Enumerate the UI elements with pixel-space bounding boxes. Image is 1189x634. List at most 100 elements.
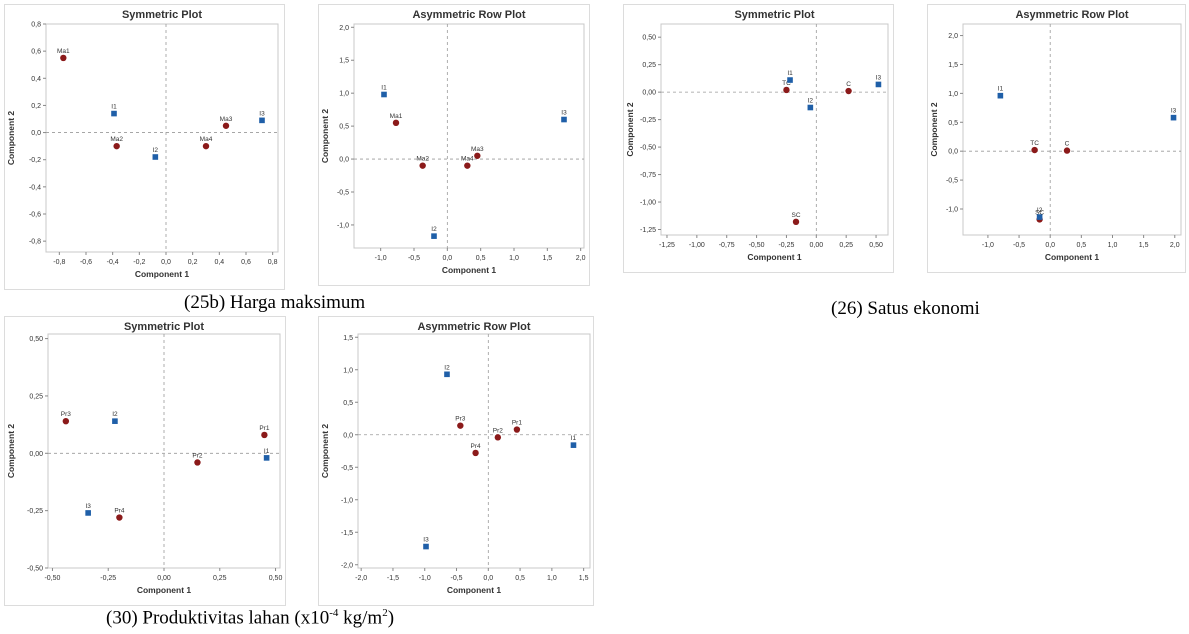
row-point-Pr1: [261, 431, 268, 439]
x-tick-label: -0,8: [53, 259, 65, 266]
chart-30-asymmetric: Asymmetric Row Plot -2,0 -1,5 -1,0 -0,5 0,0 0,…: [318, 316, 594, 606]
chart-panel-26-symmetric: Symmetric Plot -1,25 -1,00 -0,75 -0,50 -0,25 0…: [623, 4, 894, 273]
point-label: Ma2: [110, 136, 123, 143]
point-label: I1: [111, 104, 117, 111]
y-tick-label: -1,0: [946, 206, 958, 213]
row-point-Ma4: [202, 142, 210, 150]
y-tick-label: 2,0: [948, 33, 958, 40]
row-point-Pr2: [494, 434, 502, 441]
y-tick-label: 0,5: [339, 124, 349, 131]
point-label: Pr3: [61, 411, 72, 418]
point-label: Pr2: [192, 452, 203, 459]
x-tick-label: 0,5: [515, 575, 525, 582]
column-point-I3: [875, 81, 882, 88]
x-tick-label: 1,0: [1108, 242, 1118, 249]
y-tick-label: 0,0: [31, 130, 41, 137]
row-point-Pr2: [194, 459, 201, 466]
y-tick-label: 0,0: [948, 149, 958, 156]
column-point-I1: [263, 455, 270, 461]
column-point-I3: [85, 510, 91, 516]
x-tick-label: -1,0: [419, 575, 431, 582]
y-tick-label: -0,50: [27, 566, 43, 573]
y-tick-label: 0,5: [343, 400, 353, 407]
y-tick-label: 0,4: [31, 76, 41, 83]
column-point-I3: [561, 116, 567, 123]
point-label: Ma1: [57, 48, 70, 55]
chart-panel-25b-asymmetric: Asymmetric Row Plot -1,0 -0,5 0,0 0,5 1,0 1,5 2…: [318, 4, 590, 286]
column-point-I2: [444, 371, 450, 378]
column-point-I1: [997, 92, 1004, 99]
chart-26-asymmetric: Asymmetric Row Plot -1,0 -0,5 0,0 0,5 1,0 1,5 2…: [927, 4, 1186, 273]
y-tick-label: -1,25: [640, 227, 656, 234]
chart-title: Symmetric Plot: [124, 321, 204, 333]
column-point-I2: [112, 418, 118, 424]
x-tick-label: -1,0: [982, 242, 994, 249]
column-point-I1: [111, 110, 117, 117]
row-point-Ma1: [60, 54, 67, 62]
point-label: I1: [571, 435, 577, 442]
y-tick-label: 0,2: [31, 103, 41, 110]
x-tick-label: -1,25: [659, 242, 675, 249]
chart-title: Asymmetric Row Plot: [1015, 9, 1128, 21]
y-tick-label: -0,5: [337, 190, 349, 197]
point-label: I3: [423, 537, 429, 544]
y-tick-label: -0,6: [29, 212, 41, 219]
caption-26: (26) Satus ekonomi: [831, 298, 980, 319]
chart-panel-30-asymmetric: Asymmetric Row Plot -2,0 -1,5 -1,0 -0,5 0,0 0,…: [318, 316, 594, 606]
point-label: Pr4: [471, 443, 482, 450]
caption-30-title: Produktivitas lahan: [142, 607, 290, 629]
x-tick-label: -0,50: [749, 242, 765, 249]
caption-30-number: (30): [106, 607, 143, 629]
point-label: I2: [153, 147, 159, 154]
caption-30-exponent: -4: [329, 607, 339, 619]
y-tick-label: -2,0: [341, 562, 353, 569]
row-point-TC: [783, 86, 790, 94]
point-label: SC: [1035, 209, 1044, 216]
x-tick-label: 0,25: [213, 575, 227, 582]
point-label: Ma1: [390, 113, 403, 120]
x-tick-label: 0,4: [214, 259, 224, 266]
y-tick-label: 1,5: [948, 62, 958, 69]
point-label: I1: [787, 70, 793, 77]
chart-title: Symmetric Plot: [734, 9, 814, 21]
point-label: TC: [1030, 140, 1039, 147]
column-point-I3: [423, 543, 429, 550]
point-label: Pr1: [512, 420, 523, 427]
x-tick-label: 0,0: [1045, 242, 1055, 249]
y-tick-label: 0,8: [31, 22, 41, 29]
caption-30-close: ): [387, 607, 395, 629]
y-axis-label: Component 2: [625, 102, 635, 157]
x-tick-label: -1,00: [689, 242, 705, 249]
point-label: Pr3: [455, 416, 466, 423]
y-tick-label: -0,75: [640, 172, 656, 179]
y-tick-label: 0,6: [31, 49, 41, 56]
x-axis-label: Component 1: [1045, 252, 1100, 262]
column-point-I1: [381, 91, 387, 98]
y-tick-label: 1,0: [339, 91, 349, 98]
y-tick-label: 0,00: [642, 90, 656, 97]
caption-25b: (25b) Harga maksimum: [184, 292, 366, 313]
y-tick-label: -0,5: [946, 178, 958, 185]
x-tick-label: 1,5: [542, 255, 552, 262]
x-tick-label: 0,5: [1076, 242, 1086, 249]
x-tick-label: 0,6: [241, 259, 251, 266]
y-tick-label: -0,5: [341, 465, 353, 472]
y-tick-label: 0,50: [642, 35, 656, 42]
point-label: I3: [561, 110, 567, 117]
point-label: I2: [444, 364, 450, 371]
row-point-C: [1063, 147, 1071, 154]
x-tick-label: 0,5: [476, 255, 486, 262]
x-tick-label: 0,00: [157, 575, 171, 582]
y-tick-label: -0,50: [640, 145, 656, 152]
x-axis-label: Component 1: [135, 269, 190, 279]
x-tick-label: -0,25: [100, 575, 116, 582]
x-tick-label: -2,0: [355, 575, 367, 582]
x-tick-label: 2,0: [1170, 242, 1180, 249]
row-point-Ma1: [392, 119, 400, 127]
column-point-I1: [787, 77, 793, 83]
y-tick-label: -1,00: [640, 200, 656, 207]
y-tick-label: -1,0: [341, 497, 353, 504]
point-label: I1: [998, 86, 1004, 93]
y-axis-label: Component 2: [6, 424, 16, 479]
x-tick-label: -0,25: [778, 242, 794, 249]
